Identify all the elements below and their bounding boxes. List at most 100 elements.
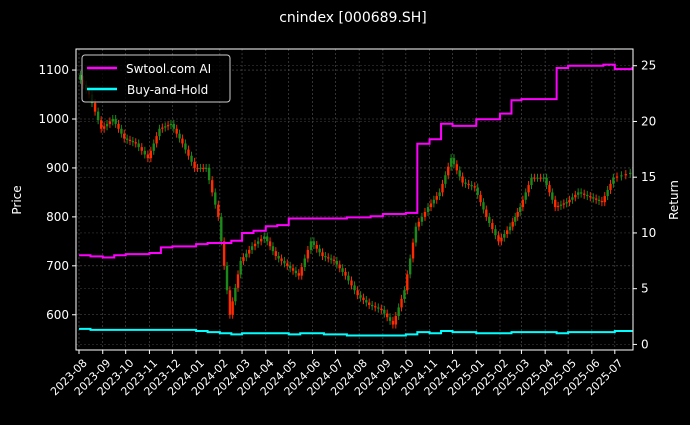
candle-body (438, 192, 441, 197)
candle-body (259, 238, 263, 242)
y-right-tick-label: 20 (641, 114, 656, 128)
candle-body (545, 177, 548, 186)
candle-body (597, 199, 601, 201)
candle-body (467, 183, 470, 186)
legend-box (81, 54, 231, 103)
candle-body (533, 177, 536, 179)
candle-body (600, 200, 604, 203)
series-line-swtool (79, 63, 634, 259)
candle-body (300, 267, 303, 276)
candle-body (594, 198, 598, 200)
candle-body (291, 268, 295, 271)
candle-body (321, 252, 324, 257)
candle-body (152, 143, 155, 151)
candle-body (615, 176, 619, 178)
candle-body (309, 241, 313, 250)
candle-body (268, 241, 272, 247)
candle-body (494, 229, 497, 236)
candle-body (161, 127, 164, 129)
candle-body (199, 167, 202, 169)
candle-body (452, 158, 456, 165)
y-axis-right-label: Return (667, 180, 681, 220)
candle-body (476, 187, 479, 195)
candle-body (306, 249, 310, 259)
candle-body (256, 241, 260, 244)
candle-body (592, 197, 595, 199)
candle-body (220, 216, 223, 242)
candle-body (117, 123, 120, 129)
candle-body (96, 111, 100, 121)
candle-body (444, 175, 447, 184)
candle-body (485, 209, 488, 217)
candle-body (329, 258, 333, 260)
candle-body (624, 174, 628, 176)
candle-body (280, 258, 283, 261)
y-left-tick-label: 600 (46, 308, 69, 322)
candle-body (400, 298, 403, 308)
candle-body (553, 199, 557, 208)
candle-body (137, 143, 140, 148)
candle-body (93, 103, 97, 112)
candle-body (582, 193, 586, 195)
x-axis: 2023-082023-092023-102023-112023-122024-… (48, 350, 626, 398)
candle-body (123, 133, 126, 139)
candle-body (518, 207, 522, 212)
candle-body (521, 199, 525, 208)
candle-body (500, 237, 503, 242)
candle-body (423, 211, 427, 217)
candle-body (169, 123, 173, 126)
y-axis-right: 0 5 10 15 20 25 (633, 59, 656, 351)
candle-body (603, 196, 606, 203)
candle-body (134, 142, 137, 144)
y-axis-left-label: Price (10, 185, 24, 214)
candle-body (388, 317, 392, 321)
candle-body (447, 166, 450, 176)
candle-body (576, 192, 580, 195)
candle-body (589, 196, 592, 198)
candle-body (324, 256, 327, 258)
y-right-tick-label: 5 (641, 282, 649, 296)
candle-body (214, 192, 217, 205)
candle-body (403, 290, 406, 299)
candle-body (286, 263, 289, 266)
candle-body (391, 320, 395, 325)
y-right-tick-label: 25 (641, 59, 656, 73)
candle-body (417, 221, 421, 227)
candle-body (383, 309, 386, 314)
candle-body (408, 258, 412, 275)
series-line-buy-and-hold (79, 327, 633, 337)
candle-body (175, 128, 178, 134)
candle-body (586, 194, 589, 197)
candle-body (228, 290, 232, 315)
candle-body (530, 177, 533, 186)
candle-body (473, 186, 476, 188)
candle-body (234, 287, 237, 302)
candle-body (374, 306, 377, 308)
candle-body (105, 123, 109, 127)
candle-body (559, 204, 563, 206)
candle-body (548, 185, 551, 193)
candle-body (79, 74, 82, 80)
y-left-tick-label: 800 (46, 210, 69, 224)
candle-body (527, 185, 530, 193)
candle-body (204, 167, 208, 169)
candle-body (231, 301, 234, 315)
candle-body (338, 264, 341, 269)
candle-body (335, 260, 339, 265)
candle-body (362, 297, 365, 301)
candle-body (508, 226, 512, 231)
candle-body (629, 172, 632, 175)
plot-frame (75, 48, 634, 351)
legend: Swtool.com AI Buy-and-Hold (81, 54, 231, 103)
candle-body (491, 222, 494, 230)
candle-body (155, 136, 158, 144)
candle-body (356, 290, 359, 296)
candle-body (242, 257, 245, 261)
candle-body (556, 205, 560, 208)
candle-body (479, 194, 482, 203)
y-left-tick-label: 700 (46, 259, 69, 273)
candle-body (158, 128, 161, 137)
candle-body (568, 199, 571, 203)
candle-body (164, 126, 167, 128)
candle-body (344, 271, 347, 276)
